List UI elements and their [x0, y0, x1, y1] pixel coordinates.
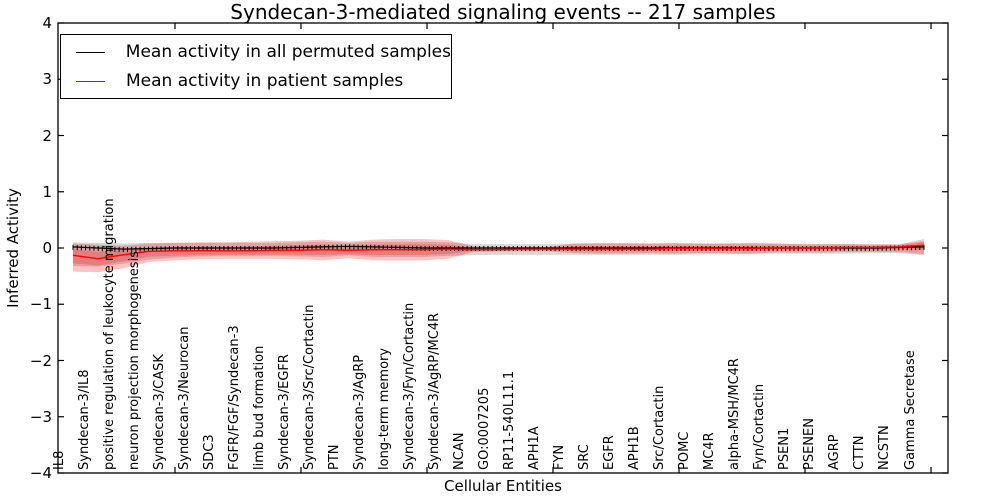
legend-label: Mean activity in patient samples: [126, 71, 404, 91]
legend-entry-patient: Mean activity in patient samples: [61, 70, 451, 92]
patient-mean-line: [72, 244, 925, 260]
black-line-sample-icon: [76, 51, 105, 53]
legend: Mean activity in all permuted samples Me…: [60, 34, 452, 99]
patient-range-band-outer: [73, 239, 924, 273]
red-line-sample-icon: [76, 80, 105, 82]
chart-title: Syndecan-3-mediated signaling events -- …: [230, 0, 776, 24]
legend-entry-permuted: Mean activity in all permuted samples: [61, 41, 451, 63]
x-axis-label: Cellular Entities: [444, 477, 562, 495]
legend-label: Mean activity in all permuted samples: [125, 42, 451, 62]
